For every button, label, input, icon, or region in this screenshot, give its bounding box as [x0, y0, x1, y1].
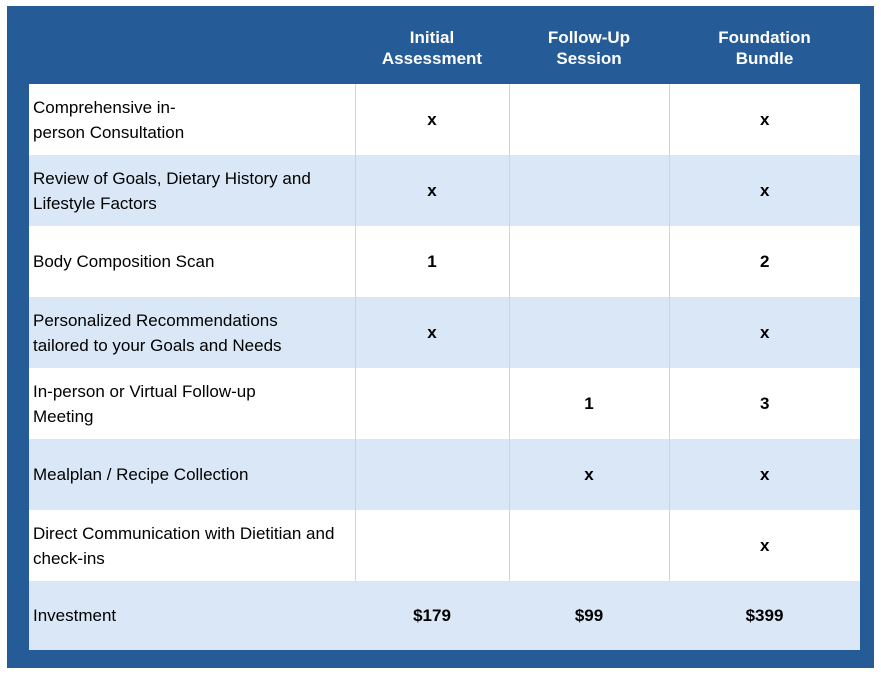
foundation-bundle-cell: x: [668, 510, 860, 581]
follow-up-session-cell: [508, 226, 669, 297]
pricing-table-frame: Initial Assessment Follow-Up Session Fou…: [7, 6, 874, 668]
follow-up-session-cell: [508, 155, 669, 226]
feature-label: Mealplan / Recipe Collection: [29, 439, 355, 510]
table-row: Body Composition Scan 1 2: [29, 226, 860, 297]
initial-assessment-cell: x: [354, 297, 509, 368]
follow-up-session-cell: [508, 84, 669, 155]
header-feature: [29, 12, 355, 84]
follow-up-session-cell: 1: [508, 368, 669, 439]
foundation-bundle-cell: x: [668, 439, 860, 510]
foundation-bundle-price: $399: [669, 581, 860, 650]
initial-assessment-cell: [354, 439, 509, 510]
feature-label: Review of Goals, Dietary History and Lif…: [29, 155, 355, 226]
header-initial-assessment: Initial Assessment: [381, 28, 483, 68]
table-header-row: Initial Assessment Follow-Up Session Fou…: [29, 12, 860, 84]
follow-up-session-cell: [508, 297, 669, 368]
initial-assessment-cell: [354, 368, 509, 439]
foundation-bundle-cell: 3: [668, 368, 860, 439]
table-row: Direct Communication with Dietitian and …: [29, 510, 860, 581]
feature-label: In-person or Virtual Follow-up Meeting: [29, 368, 355, 439]
feature-label: Body Composition Scan: [29, 226, 355, 297]
initial-assessment-price: $179: [355, 581, 509, 650]
follow-up-session-cell: [508, 510, 669, 581]
table-row: In-person or Virtual Follow-up Meeting 1…: [29, 368, 860, 439]
investment-row: Investment $179 $99 $399: [29, 581, 860, 650]
follow-up-session-price: $99: [509, 581, 669, 650]
feature-label: Direct Communication with Dietitian and …: [29, 510, 355, 581]
initial-assessment-cell: x: [354, 84, 509, 155]
foundation-bundle-cell: x: [668, 155, 860, 226]
initial-assessment-cell: 1: [354, 226, 509, 297]
foundation-bundle-cell: x: [668, 84, 860, 155]
table-row: Personalized Recommendations tailored to…: [29, 297, 860, 368]
table-row: Review of Goals, Dietary History and Lif…: [29, 155, 860, 226]
table-row: Comprehensive in-person Consultation x x: [29, 84, 860, 155]
initial-assessment-cell: x: [354, 155, 509, 226]
pricing-comparison-table: Initial Assessment Follow-Up Session Fou…: [29, 12, 860, 650]
follow-up-session-cell: x: [508, 439, 669, 510]
feature-label: Personalized Recommendations tailored to…: [29, 297, 355, 368]
initial-assessment-cell: [354, 510, 509, 581]
header-follow-up-session: Follow-Up Session: [547, 28, 631, 68]
table-row: Mealplan / Recipe Collection x x: [29, 439, 860, 510]
header-foundation-bundle: Foundation Bundle: [718, 28, 811, 68]
investment-label: Investment: [29, 581, 355, 650]
foundation-bundle-cell: 2: [668, 226, 860, 297]
feature-label: Comprehensive in-person Consultation: [29, 84, 355, 155]
foundation-bundle-cell: x: [668, 297, 860, 368]
